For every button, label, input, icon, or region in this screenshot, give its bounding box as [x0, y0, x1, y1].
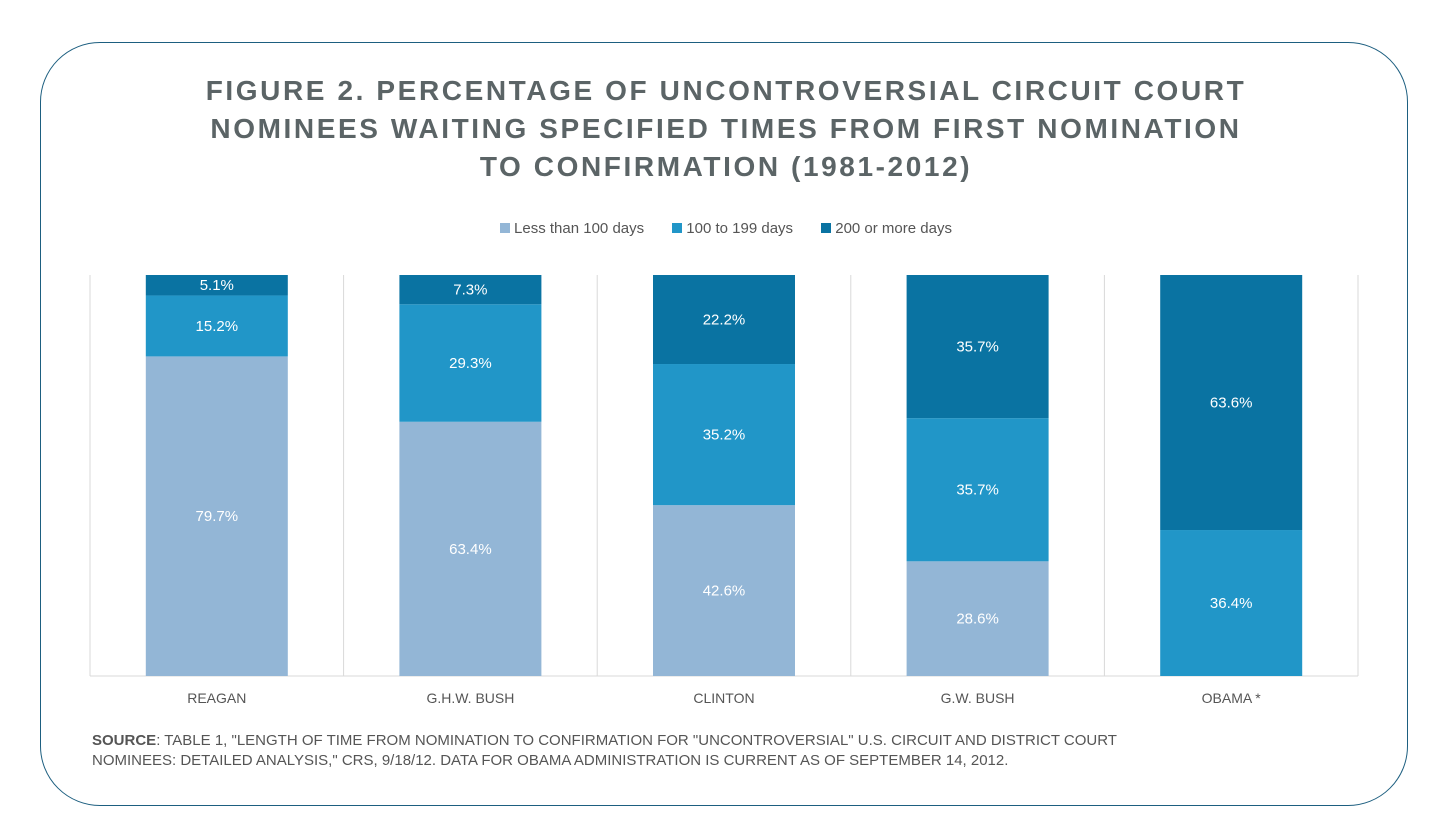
data-label: 35.7%	[956, 482, 999, 499]
title-line-2: NOMINEES WAITING SPECIFIED TIMES FROM FI…	[210, 113, 1242, 144]
legend: Less than 100 days 100 to 199 days 200 o…	[0, 220, 1452, 237]
category-label: OBAMA *	[1202, 690, 1262, 706]
bar-segment	[1160, 530, 1303, 676]
bar-segment	[906, 418, 1049, 562]
data-label: 63.6%	[1210, 395, 1253, 412]
category-label: G.H.W. BUSH	[426, 690, 514, 706]
category-label: CLINTON	[693, 690, 754, 706]
data-label: 79.7%	[196, 508, 239, 525]
bar-segment	[145, 275, 288, 296]
source-label: SOURCE	[92, 732, 157, 749]
title-line-1: FIGURE 2. PERCENTAGE OF UNCONTROVERSIAL …	[205, 75, 1247, 106]
bar-segment	[399, 304, 542, 422]
legend-swatch-100-to-199	[672, 223, 683, 233]
data-label: 35.7%	[956, 339, 999, 356]
legend-label-100-to-199: 100 to 199 days	[686, 220, 794, 237]
bar-segment	[145, 356, 288, 676]
chart-title: FIGURE 2. PERCENTAGE OF UNCONTROVERSIAL …	[0, 72, 1452, 186]
bar-segment	[145, 295, 288, 357]
legend-item-less-than-100: Less than 100 days	[500, 220, 644, 237]
legend-swatch-200-or-more	[821, 223, 832, 233]
data-label: 5.1%	[200, 277, 234, 294]
legend-item-200-or-more: 200 or more days	[821, 220, 952, 237]
bar-segment	[653, 275, 795, 365]
figure-frame	[40, 42, 1408, 806]
data-label: 28.6%	[956, 611, 999, 628]
legend-item-100-to-199: 100 to 199 days	[672, 220, 793, 237]
bar-segment	[399, 275, 542, 305]
bar-segment	[906, 275, 1049, 419]
data-label: 22.2%	[703, 312, 746, 329]
data-label: 42.6%	[703, 583, 746, 600]
bar-segment	[1160, 275, 1303, 531]
data-label: 36.4%	[1210, 595, 1253, 612]
category-label: G.W. BUSH	[941, 690, 1015, 706]
bar-segment	[399, 421, 542, 676]
data-label: 63.4%	[449, 541, 492, 558]
bar-segment	[906, 561, 1049, 676]
title-line-3: TO CONFIRMATION (1981-2012)	[479, 151, 973, 182]
source-note: SOURCE: TABLE 1, "LENGTH OF TIME FROM NO…	[92, 731, 1117, 771]
data-label: 7.3%	[453, 282, 487, 299]
data-label: 35.2%	[703, 427, 746, 444]
source-text-1: : TABLE 1, "LENGTH OF TIME FROM NOMINATI…	[156, 732, 1117, 749]
source-text-2: NOMINEES: DETAILED ANALYSIS," CRS, 9/18/…	[92, 752, 1009, 769]
legend-swatch-less-than-100	[500, 223, 511, 233]
bar-segment	[653, 364, 795, 506]
bar-segment	[653, 505, 795, 676]
data-label: 29.3%	[449, 355, 492, 372]
legend-label-200-or-more: 200 or more days	[835, 220, 952, 237]
legend-label-less-than-100: Less than 100 days	[514, 220, 645, 237]
data-label: 15.2%	[196, 318, 239, 335]
source-line-1: SOURCE: TABLE 1, "LENGTH OF TIME FROM NO…	[92, 731, 1117, 751]
category-label: REAGAN	[187, 690, 246, 706]
